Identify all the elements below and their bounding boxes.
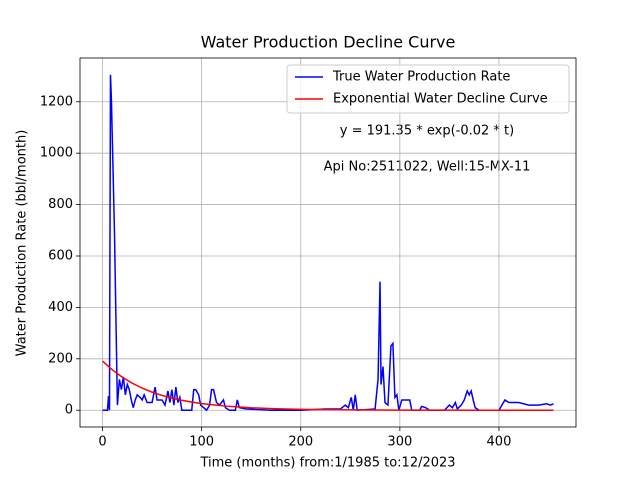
legend-label: True Water Production Rate: [332, 70, 510, 85]
legend-box: [286, 64, 570, 114]
plot-frame: [79, 57, 577, 428]
chart-title: Water Production Decline Curve: [201, 33, 456, 52]
y-tick-label: 600: [48, 248, 73, 263]
y-axis-label: Water Production Rate (bbl/month): [15, 130, 30, 357]
x-tick-label: 200: [288, 435, 313, 450]
y-tick-label: 200: [48, 351, 73, 366]
y-tick-label: 1200: [40, 94, 73, 109]
x-tick-label: 400: [487, 435, 512, 450]
y-tick-label: 1000: [40, 146, 73, 161]
data-line: [102, 74, 554, 412]
y-tick-label: 400: [48, 300, 73, 315]
x-tick-label: 300: [387, 435, 412, 450]
legend-label: Exponential Water Decline Curve: [333, 92, 548, 107]
x-tick-label: 0: [98, 435, 106, 450]
y-tick-label: 0: [65, 403, 73, 418]
x-tick-label: 100: [189, 435, 214, 450]
annotation: y = 191.35 * exp(-0.02 * t): [340, 124, 514, 139]
x-axis-label: Time (months) from:1/1985 to:12/2023: [199, 456, 455, 471]
annotation: Api No:2511022, Well:15-MX-11: [324, 160, 531, 175]
data-line: [102, 360, 554, 411]
y-tick-label: 800: [48, 197, 73, 212]
